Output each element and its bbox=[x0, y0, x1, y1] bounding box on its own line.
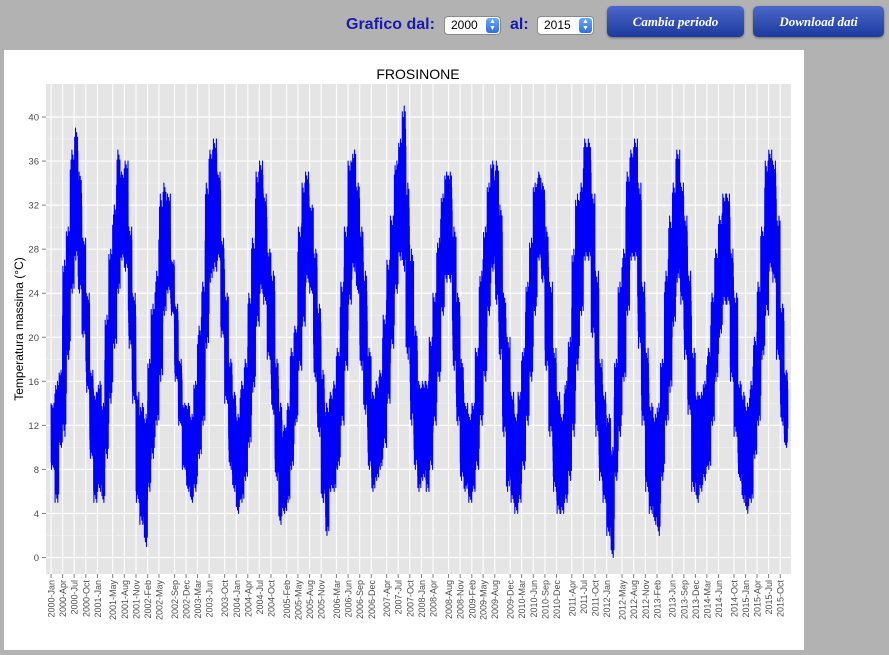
select-arrows-icon: ▲ ▼ bbox=[486, 18, 499, 33]
y-tick-label: 16 bbox=[28, 377, 39, 388]
y-tick-label: 20 bbox=[28, 333, 39, 344]
x-tick-label: 2010-Mar bbox=[517, 580, 527, 619]
y-tick-label: 32 bbox=[28, 201, 39, 212]
x-tick-label: 2015-Oct bbox=[776, 580, 786, 618]
x-tick-label: 2002-Feb bbox=[143, 580, 153, 619]
x-tick-label: 2005-Aug bbox=[305, 580, 315, 619]
chart-title: FROSINONE bbox=[376, 66, 459, 82]
from-label: Grafico dal: bbox=[346, 16, 435, 33]
x-tick-label: 2004-Jul bbox=[255, 580, 265, 615]
x-tick-label: 2001-May bbox=[108, 580, 118, 621]
x-tick-label: 2001-Nov bbox=[132, 580, 142, 620]
x-tick-label: 2014-Mar bbox=[702, 580, 712, 619]
x-tick-label: 2015-Jan bbox=[741, 580, 751, 618]
x-tick-label: 2013-Feb bbox=[653, 580, 663, 619]
to-year-select[interactable]: 2015 ▲ ▼ bbox=[537, 16, 594, 35]
download-data-button[interactable]: Download dati bbox=[753, 6, 884, 37]
controls-bar: Grafico dal: 2000 ▲ ▼ al: 2015 ▲ ▼ Cambia … bbox=[0, 0, 889, 48]
from-year-select[interactable]: 2000 ▲ ▼ bbox=[444, 16, 501, 35]
x-tick-label: 2004-Jan bbox=[232, 580, 242, 618]
x-tick-label: 2015-Jul bbox=[764, 580, 774, 615]
x-tick-label: 2009-May bbox=[479, 580, 489, 621]
x-tick-label: 2004-Oct bbox=[267, 580, 277, 618]
change-period-button[interactable]: Cambia periodo bbox=[607, 6, 744, 37]
x-tick-label: 2003-Mar bbox=[193, 580, 203, 619]
x-tick-label: 2009-Dec bbox=[506, 580, 516, 620]
y-tick-label: 36 bbox=[28, 157, 39, 168]
x-tick-label: 2005-May bbox=[293, 580, 303, 621]
x-tick-label: 2010-Sep bbox=[540, 580, 550, 619]
x-tick-label: 2005-Feb bbox=[282, 580, 292, 619]
y-axis-label: Temperatura massima (°C) bbox=[12, 257, 26, 401]
x-tick-label: 2007-Oct bbox=[405, 580, 415, 618]
x-tick-label: 2006-Mar bbox=[332, 580, 342, 619]
chart-panel: 0 4 8 12 16 20 24 28 32 36 40 2000-Jan 2000-Apr 2000… bbox=[4, 50, 804, 650]
to-year-value: 2015 bbox=[544, 18, 571, 32]
x-tick-label: 2002-May bbox=[154, 580, 164, 621]
y-tick-label: 4 bbox=[34, 509, 39, 520]
x-tick-label: 2009-Aug bbox=[490, 580, 500, 619]
series-layer bbox=[50, 105, 789, 559]
x-tick-label: 2000-Jan bbox=[47, 580, 57, 618]
x-tick-label: 2006-Jun bbox=[344, 580, 354, 618]
x-tick-label: 2000-Oct bbox=[81, 580, 91, 618]
x-tick-label: 2014-Jun bbox=[714, 580, 724, 618]
x-tick-label: 2010-Dec bbox=[552, 580, 562, 620]
x-tick-label: 2006-Sep bbox=[355, 580, 365, 619]
y-tick-label: 12 bbox=[28, 421, 39, 432]
from-year-value: 2000 bbox=[451, 18, 478, 32]
x-tick-label: 2009-Feb bbox=[467, 580, 477, 619]
x-tick-label: 2001-Jan bbox=[93, 580, 103, 618]
x-tick-label: 2001-Aug bbox=[120, 580, 130, 619]
x-tick-label: 2012-Nov bbox=[641, 580, 651, 620]
x-tick-label: 2003-Jun bbox=[205, 580, 215, 618]
y-tick-label: 8 bbox=[34, 465, 39, 476]
x-tick-label: 2012-Jan bbox=[602, 580, 612, 618]
x-tick-label: 2004-Apr bbox=[243, 580, 253, 617]
x-tick-label: 2014-Oct bbox=[729, 580, 739, 618]
to-label: al: bbox=[510, 16, 529, 33]
x-tick-label: 2010-Jun bbox=[529, 580, 539, 618]
x-tick-label: 2012-May bbox=[618, 580, 628, 621]
x-tick-label: 2008-Jan bbox=[417, 580, 427, 618]
x-tick-label: 2011-Jul bbox=[579, 580, 589, 614]
temperature-series-line bbox=[50, 105, 789, 559]
y-tick-label: 40 bbox=[28, 113, 39, 124]
x-tick-label: 2012-Aug bbox=[629, 580, 639, 619]
x-tick-label: 2013-Sep bbox=[679, 580, 689, 619]
x-tick-label: 2013-Dec bbox=[691, 580, 701, 620]
x-tick-label: 2013-Jun bbox=[668, 580, 678, 618]
x-tick-label: 2002-Sep bbox=[170, 580, 180, 619]
x-tick-label: 2015-Apr bbox=[753, 580, 763, 617]
x-tick-label: 2008-Aug bbox=[444, 580, 454, 619]
x-tick-label: 2008-Nov bbox=[456, 580, 466, 620]
x-tick-label: 2007-Jul bbox=[394, 580, 404, 615]
x-tick-label: 2000-Apr bbox=[58, 580, 68, 617]
x-tick-label: 2011-Oct bbox=[591, 580, 601, 617]
x-tick-label: 2011-Apr bbox=[567, 580, 577, 616]
x-tick-label: 2008-Apr bbox=[429, 580, 439, 617]
x-tick-label: 2007-Apr bbox=[382, 580, 392, 617]
y-tick-label: 24 bbox=[28, 289, 39, 300]
x-tick-label: 2006-Dec bbox=[367, 580, 377, 620]
x-tick-label: 2002-Dec bbox=[182, 580, 192, 620]
x-tick-label: 2005-Nov bbox=[317, 580, 327, 620]
y-tick-label: 28 bbox=[28, 245, 39, 256]
select-arrows-icon: ▲ ▼ bbox=[579, 18, 592, 33]
x-tick-label: 2000-Jul bbox=[70, 580, 80, 615]
y-axis: 0 4 8 12 16 20 24 28 32 36 40 bbox=[28, 113, 46, 564]
y-tick-label: 0 bbox=[34, 553, 39, 564]
x-tick-label: 2003-Oct bbox=[220, 580, 230, 618]
x-axis: 2000-Jan 2000-Apr 2000-Jul 2000-Oct 2001-Jan… bbox=[47, 574, 786, 620]
